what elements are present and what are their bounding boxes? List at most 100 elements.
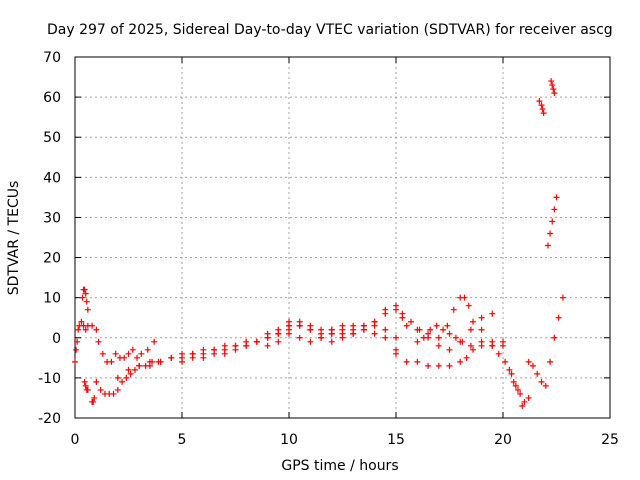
data-point: [457, 358, 464, 365]
data-point: [79, 294, 86, 301]
data-point: [544, 242, 551, 249]
data-point: [427, 326, 434, 333]
data-point: [559, 294, 566, 301]
data-point: [495, 350, 502, 357]
y-tick-label: 40: [43, 170, 61, 186]
data-point: [525, 394, 532, 401]
data-point: [119, 378, 126, 385]
data-point: [403, 358, 410, 365]
y-tick-label: 30: [43, 210, 61, 226]
data-point: [114, 374, 121, 381]
data-point: [538, 102, 545, 109]
x-tick-label: 15: [387, 432, 405, 448]
data-point: [307, 326, 314, 333]
data-point: [144, 346, 151, 353]
data-point: [553, 194, 560, 201]
y-tick-label: 70: [43, 50, 61, 66]
data-point: [82, 382, 89, 389]
data-point: [465, 302, 472, 309]
data-point: [221, 342, 228, 349]
series-track-16: [525, 294, 566, 389]
data-point: [131, 366, 138, 373]
data-point: [382, 306, 389, 313]
data-point: [151, 338, 158, 345]
data-point: [547, 230, 554, 237]
data-point: [551, 334, 558, 341]
x-tick-label: 0: [71, 432, 80, 448]
data-point: [97, 386, 104, 393]
data-point: [500, 338, 506, 345]
data-point: [264, 334, 271, 341]
data-point: [540, 110, 547, 117]
series-track-11: [399, 294, 485, 341]
series-track-14: [489, 342, 532, 405]
data-point: [478, 326, 485, 333]
data-point: [81, 378, 88, 385]
data-point: [489, 342, 496, 349]
series-track-10: [393, 338, 506, 369]
x-tick-label: 20: [494, 432, 512, 448]
data-point: [517, 390, 524, 397]
axis-ticks: 0 5 10 15 20 25 -20 -10 0 10 20 30 40 50 60 70: [38, 50, 619, 448]
data-point: [478, 314, 485, 321]
data-point: [399, 314, 406, 321]
series-high-3: [544, 194, 560, 249]
series-track-5: [179, 322, 292, 365]
data-point: [84, 306, 91, 313]
data-point: [318, 334, 325, 341]
data-point: [444, 322, 451, 329]
data-point: [72, 358, 78, 365]
data-point: [179, 358, 185, 365]
data-point: [81, 286, 88, 293]
series-high-2: [548, 78, 558, 97]
series-track-start: [72, 318, 100, 365]
data-point: [435, 334, 442, 341]
data-point: [296, 334, 303, 341]
series-track-2: [95, 338, 158, 365]
data-point: [425, 362, 432, 369]
data-point: [407, 318, 414, 325]
data-point: [339, 322, 346, 329]
data-point: [371, 330, 378, 337]
data-point: [89, 322, 96, 329]
data-point: [179, 350, 185, 357]
data-point: [529, 362, 536, 369]
chart-title: Day 297 of 2025, Sidereal Day-to-day VTE…: [47, 22, 613, 38]
data-point: [420, 334, 427, 341]
data-point: [157, 358, 164, 365]
data-point: [350, 322, 357, 329]
data-point: [470, 346, 477, 353]
data-point: [382, 326, 389, 333]
data-point: [360, 326, 367, 333]
data-point: [539, 106, 546, 113]
data-point: [121, 354, 128, 361]
data-point: [508, 370, 515, 377]
data-point: [551, 206, 558, 213]
data-point: [555, 314, 562, 321]
data-point: [459, 338, 466, 345]
data-point: [84, 386, 91, 393]
series-track-8: [307, 302, 406, 345]
x-tick-label: 25: [601, 432, 619, 448]
data-point: [414, 358, 421, 365]
data-point: [146, 362, 153, 369]
data-point: [440, 326, 447, 333]
series-high-1: [536, 98, 547, 117]
data-point: [328, 326, 335, 333]
data-point: [510, 378, 517, 385]
data-point: [91, 394, 98, 401]
data-point: [463, 354, 470, 361]
data-point: [467, 342, 474, 349]
data-point: [461, 294, 468, 301]
data-point: [542, 382, 549, 389]
data-point: [134, 354, 141, 361]
series-track-9: [328, 326, 399, 353]
data-point: [221, 350, 228, 357]
series-spike-early: [79, 286, 91, 313]
data-point: [446, 362, 453, 369]
data-point: [127, 370, 134, 377]
data-point: [93, 378, 100, 385]
data-point: [393, 302, 399, 309]
data-point: [82, 290, 89, 297]
